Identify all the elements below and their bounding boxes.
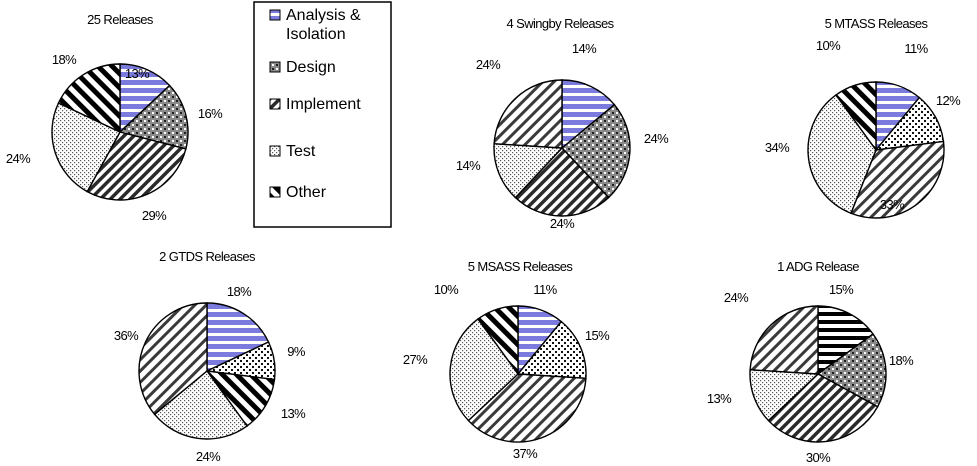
slice-label: 11%: [904, 41, 928, 56]
legend-swatch: [269, 98, 281, 110]
slice-label: 24%: [476, 57, 501, 72]
pie-slice-other: [493, 79, 563, 149]
legend-label: Design: [286, 59, 336, 76]
pie-chart-5: 5 MSASS Releases 11% 15% 37% 27% 10%: [403, 259, 611, 461]
pie-slice-other: [835, 81, 877, 153]
pie-slice-implement: [767, 373, 879, 443]
legend-label: Test: [286, 143, 316, 160]
legend-label: Isolation: [286, 26, 346, 43]
slice-label: 13%: [707, 391, 732, 406]
slice-label: 12%: [936, 93, 961, 108]
slice-label: 36%: [114, 328, 139, 343]
pie-slice-test: [749, 368, 820, 422]
slice-label: 10%: [434, 282, 459, 297]
legend: Analysis & Isolation Design Implement Test Ot…: [253, 1, 392, 228]
slice-label: 13%: [281, 406, 306, 421]
legend-item: Test: [269, 143, 316, 160]
pie-slice-implement: [850, 140, 945, 219]
pie-slice-other: [138, 302, 208, 416]
legend-item: Implement: [269, 96, 361, 113]
slice-label: 13%: [125, 66, 150, 81]
slice-label: 27%: [403, 352, 428, 367]
pie-slice-implement: [86, 131, 187, 201]
pie-chart-3: 5 MTASS Releases 11% 12% 33% 34% 10%: [765, 16, 962, 219]
slice-label: 33%: [880, 197, 905, 212]
slice-label: 18%: [52, 52, 77, 67]
pie-slice-test: [153, 369, 248, 440]
pie-slice-implement: [467, 373, 587, 443]
legend-label: Analysis &: [286, 7, 361, 24]
pie-title: 5 MSASS Releases: [468, 259, 574, 274]
slice-label: 18%: [227, 284, 252, 299]
pie-title: 2 GTDS Releases: [159, 249, 256, 264]
pie-slice-analysis-isolation: [206, 302, 270, 373]
legend-label: Other: [286, 184, 327, 201]
slice-label: 24%: [196, 449, 221, 464]
pie-slice-test: [449, 318, 519, 422]
slice-label: 14%: [456, 158, 481, 173]
slice-label: 16%: [198, 106, 223, 121]
pie-slice-analysis-isolation: [119, 63, 171, 134]
pie-slice-design: [816, 333, 887, 408]
legend-item: Analysis & Isolation: [269, 7, 361, 43]
pie-slice-test: [51, 102, 121, 193]
pie-chart-1: 25 Releases 13% 16% 29% 24% 18%: [6, 12, 224, 223]
slice-label: 9%: [287, 344, 306, 359]
legend-swatch: [269, 145, 281, 157]
slice-label: 24%: [644, 131, 669, 146]
slice-label: 15%: [585, 328, 610, 343]
slice-label: 29%: [142, 208, 167, 223]
slice-label: 24%: [6, 151, 31, 166]
legend-item: Other: [269, 184, 327, 201]
legend-swatch: [269, 186, 281, 198]
pie-chart-2: 4 Swingby Releases 14% 24% 24% 14% 24%: [456, 16, 670, 231]
pie-chart-6: 1 ADG Release 15% 18% 30% 13% 24%: [707, 259, 915, 465]
pie-slice-design: [118, 84, 189, 150]
slice-label: 24%: [550, 216, 575, 231]
pie-slice-test: [807, 94, 877, 215]
slice-label: 14%: [572, 41, 597, 56]
legend-label: Implement: [286, 96, 361, 113]
legend-swatch: [269, 9, 281, 21]
pie-slice-implement: [514, 146, 610, 217]
pie-title: 25 Releases: [87, 12, 154, 27]
pie-chart-4: 2 GTDS Releases 18% 9% 13% 24% 36%: [114, 249, 307, 464]
slice-label: 18%: [889, 353, 914, 368]
slice-label: 30%: [806, 450, 831, 465]
slice-label: 10%: [816, 38, 841, 53]
pie-slice-implement: [205, 370, 276, 427]
pie-slice-design: [516, 320, 587, 380]
pie-title: 4 Swingby Releases: [507, 16, 615, 31]
slice-label: 37%: [513, 446, 538, 461]
pie-slice-test: [493, 142, 564, 199]
pie-slice-analysis-isolation: [817, 305, 874, 376]
slice-label: 24%: [724, 290, 749, 305]
pie-title: 1 ADG Release: [777, 259, 859, 274]
slice-label: 15%: [829, 282, 854, 297]
pie-slice-other: [57, 63, 121, 134]
pie-slice-analysis-isolation: [561, 79, 616, 150]
legend-swatch: [269, 61, 281, 73]
pie-slice-design: [560, 103, 631, 199]
pie-slice-other: [477, 305, 519, 377]
legend-item: Design: [269, 59, 336, 76]
slice-label: 11%: [533, 282, 557, 297]
pie-title: 5 MTASS Releases: [825, 16, 929, 31]
pie-slice-other: [749, 305, 819, 375]
slice-label: 34%: [765, 140, 790, 155]
